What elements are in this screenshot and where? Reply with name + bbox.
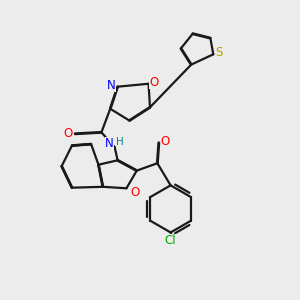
Text: O: O — [131, 186, 140, 199]
Text: Cl: Cl — [165, 234, 176, 247]
Text: N: N — [107, 79, 116, 92]
Text: O: O — [149, 76, 158, 89]
Text: O: O — [161, 135, 170, 148]
Text: H: H — [116, 137, 124, 147]
Text: O: O — [64, 127, 73, 140]
Text: N: N — [105, 137, 114, 150]
Text: S: S — [215, 46, 222, 59]
